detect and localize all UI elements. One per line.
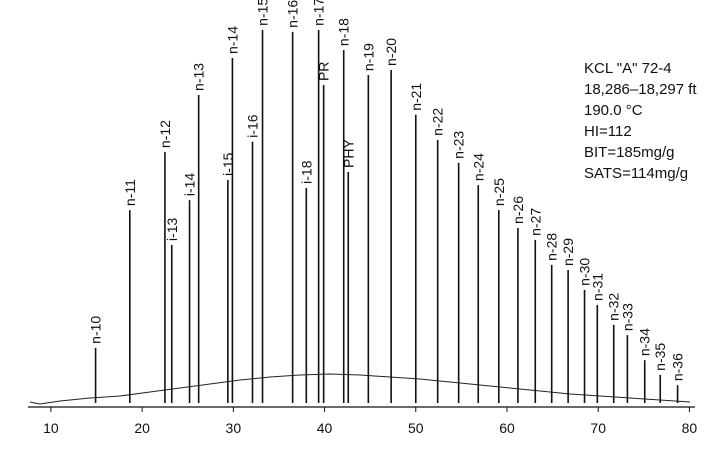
peak-label: n-29 [560, 238, 576, 266]
peak-label: i-13 [164, 217, 180, 241]
peak-label: n-20 [383, 38, 399, 66]
peak-label: n-11 [122, 179, 138, 206]
peak-label: i-15 [220, 152, 236, 176]
x-tick-label: 30 [226, 420, 242, 436]
peak-label: i-16 [244, 114, 260, 138]
peak-label: n-35 [652, 343, 668, 371]
peak-label: n-23 [451, 131, 467, 159]
peak-label: n-19 [360, 43, 376, 71]
peak-label: n-18 [336, 18, 352, 46]
peak-label: PHY [340, 139, 356, 168]
peak-label: n-28 [544, 233, 560, 261]
peak-label: n-30 [577, 258, 593, 286]
x-tick-label: 80 [682, 420, 698, 436]
annotation: SATS=114mg/g [584, 165, 688, 182]
peak-label: n-14 [224, 26, 240, 54]
peak-label: n-34 [637, 328, 653, 356]
peak-label: n-31 [589, 273, 605, 301]
x-tick-label: 40 [317, 420, 333, 436]
x-tick-label: 60 [499, 420, 515, 436]
peak-label: n-36 [670, 353, 686, 381]
peak-label: n-13 [191, 63, 207, 91]
peak-label: n-24 [470, 153, 486, 181]
peak-label: i-18 [298, 160, 314, 184]
x-tick-label: 70 [590, 420, 606, 436]
peak-label: n-10 [88, 316, 104, 344]
peak-label: n-12 [157, 120, 173, 148]
peak-label: n-33 [619, 303, 635, 331]
annotation: 18,286–18,297 ft [584, 81, 697, 98]
peak-label: n-22 [430, 108, 446, 136]
peak-label: n-32 [606, 293, 622, 321]
annotation: BIT=185mg/g [584, 144, 674, 161]
annotation: KCL "A" 72-4 [584, 60, 672, 77]
peak-label: n-21 [408, 83, 424, 111]
x-tick-label: 50 [408, 420, 424, 436]
annotation: 190.0 °C [584, 102, 643, 119]
peak-label: n-26 [510, 196, 526, 224]
peak-label: n-17 [311, 0, 327, 26]
peak-label: n-27 [527, 208, 543, 236]
peak-label: n-25 [491, 178, 507, 206]
peak-label: n-15 [255, 0, 271, 26]
baseline-trace [29, 373, 691, 405]
x-tick-label: 10 [43, 420, 59, 436]
peak-label: i-14 [182, 173, 198, 197]
peak-label: PR [316, 62, 332, 81]
annotation: HI=112 [584, 123, 632, 140]
peak-label: n-16 [285, 0, 301, 28]
x-tick-label: 20 [134, 420, 150, 436]
